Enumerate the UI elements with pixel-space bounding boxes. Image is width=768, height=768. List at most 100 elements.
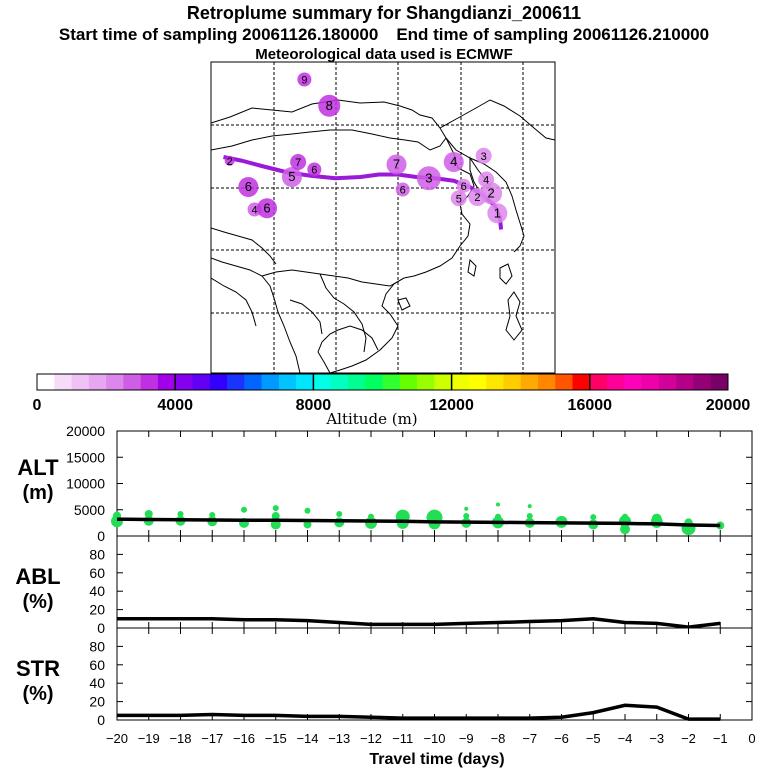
altitude-point [496, 502, 500, 507]
cluster-label: 1 [494, 205, 501, 220]
panel-unit: (m) [22, 482, 53, 504]
colorbar-cell [209, 374, 228, 390]
x-tick-label: −15 [265, 731, 287, 746]
y-tick-label: 40 [89, 583, 105, 599]
colorbar-cell [486, 374, 504, 390]
colorbar-cell [88, 374, 107, 390]
colorbar-ticks: 0 4000 8000 12000 16000 20000 [33, 374, 751, 414]
cluster-marker [238, 177, 259, 197]
colorbar-cell [589, 374, 608, 390]
colorbar-cell [140, 374, 159, 390]
colorbar-cell [244, 374, 263, 390]
cluster-marker [450, 190, 467, 207]
myanmar-border [211, 257, 301, 373]
cluster-label: 2 [488, 185, 495, 200]
colorbar-tick-label: 0 [33, 397, 42, 414]
x-tick-label: −17 [201, 731, 223, 746]
str-line [117, 703, 721, 721]
colorbar-cell [624, 374, 643, 390]
cluster-label: 6 [311, 165, 317, 177]
x-tick-label: −2 [681, 731, 696, 746]
altitude-panel: 0 5000 10000 15000 20000 ALT(m) [17, 423, 753, 544]
colorbar-cell [607, 374, 625, 390]
chart-title: Retroplume summary for Shangdianzi_20061… [186, 3, 582, 23]
cluster-label: 9 [301, 75, 307, 87]
altitude-point [271, 512, 280, 521]
panel-frame [116, 535, 753, 629]
cluster-marker [478, 171, 495, 188]
hainan [397, 297, 411, 311]
philippines [505, 291, 523, 341]
panel-label: ALT [17, 455, 59, 480]
colorbar-cell [572, 374, 591, 390]
indochina-coast [329, 277, 405, 373]
abl-panel: 0 20 40 60 80 ABL(%) [15, 535, 753, 636]
altitude-point [651, 513, 662, 524]
y-tick-label: 60 [89, 657, 105, 673]
cluster-label: 5 [456, 193, 462, 205]
colorbar-cell [296, 374, 314, 390]
cluster-label: 6 [400, 185, 406, 197]
cambodia-border [337, 325, 379, 351]
x-tick-label: −18 [169, 731, 191, 746]
colorbar-tick-label: 8000 [296, 397, 332, 414]
colorbar-cell [175, 374, 193, 390]
x-tick-label: −20 [106, 731, 128, 746]
colorbar-cell [106, 374, 124, 390]
colorbar-cell [382, 374, 401, 390]
cluster-marker [443, 152, 464, 172]
y-tick-label: 0 [97, 620, 105, 636]
panel-label: ABL [15, 564, 60, 589]
panel-label: STR [16, 656, 60, 681]
altitude-point [304, 507, 311, 514]
bangladesh-coast [211, 277, 257, 327]
x-tick-label: −14 [296, 731, 318, 746]
y-tick-label: 40 [89, 675, 105, 691]
cluster-marker [318, 94, 341, 117]
cluster-label: 6 [263, 200, 270, 215]
colorbar-cell [710, 374, 729, 390]
x-tick-label: −16 [233, 731, 255, 746]
colorbar-cell [676, 374, 694, 390]
altitude-colorbar: 0 4000 8000 12000 16000 20000 Altitude (m) [33, 373, 751, 428]
colorbar-cell [434, 374, 453, 390]
colorbar-cell [192, 374, 211, 390]
colorbar-cell [123, 374, 142, 390]
altitude-point [272, 505, 279, 512]
x-tick-label: −11 [392, 731, 413, 746]
colorbar-frame [36, 373, 729, 391]
y-tick-label: 10000 [66, 476, 105, 492]
cluster-label: 7 [295, 157, 301, 169]
abl-line [117, 617, 721, 629]
y-tick-label: 20 [89, 694, 105, 710]
colorbar-cell [54, 374, 73, 390]
colorbar-cell [451, 374, 470, 390]
colorbar-cell [278, 374, 297, 390]
colorbar-cell [347, 374, 366, 390]
colorbar-cell [313, 374, 332, 390]
altitude-point [463, 513, 470, 520]
gulf-of-thailand [317, 329, 339, 373]
cluster-marker [297, 72, 312, 87]
colorbar-cell [399, 374, 418, 390]
cluster-marker [395, 182, 410, 197]
cluster-label: 6 [245, 179, 252, 194]
x-tick-label: −7 [522, 731, 537, 746]
altitude-point [495, 513, 501, 520]
x-tick-label: −10 [423, 731, 445, 746]
colorbar-tick-label: 20000 [706, 397, 751, 414]
colorbar-tick-label: 4000 [157, 397, 193, 414]
cluster-marker [257, 198, 278, 219]
colorbar-cell [157, 374, 176, 390]
colorbar-cell [555, 374, 574, 390]
colorbar-cell [417, 374, 435, 390]
altitude-point [622, 513, 628, 520]
altitude-point [590, 514, 597, 521]
map-gridlines [211, 62, 555, 373]
colorbar-cells [37, 374, 729, 390]
x-tick-label: 0 [748, 731, 755, 746]
altitude-point [177, 510, 184, 517]
